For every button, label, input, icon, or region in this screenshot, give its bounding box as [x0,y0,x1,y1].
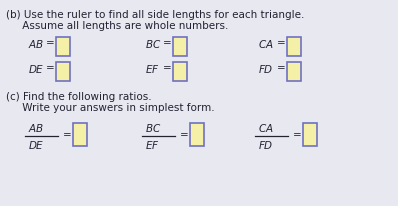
Text: $CA$: $CA$ [258,121,274,133]
Text: =: = [46,63,55,73]
FancyBboxPatch shape [72,123,86,146]
Text: $FD$: $FD$ [258,63,273,75]
FancyBboxPatch shape [287,37,300,56]
Text: $FD$: $FD$ [258,138,273,150]
FancyBboxPatch shape [287,62,300,81]
FancyBboxPatch shape [172,62,187,81]
Text: =: = [163,38,172,48]
FancyBboxPatch shape [55,37,70,56]
Text: Write your answers in simplest form.: Write your answers in simplest form. [6,103,215,112]
Text: =: = [180,129,189,139]
Text: $BC$: $BC$ [145,121,161,133]
Text: =: = [46,38,55,48]
Text: =: = [163,63,172,73]
Text: $DE$: $DE$ [28,138,45,150]
Text: $AB$: $AB$ [28,38,44,50]
FancyBboxPatch shape [172,37,187,56]
Text: =: = [277,38,286,48]
FancyBboxPatch shape [302,123,316,146]
Text: $DE$: $DE$ [28,63,45,75]
Text: =: = [63,129,72,139]
Text: Assume all lengths are whole numbers.: Assume all lengths are whole numbers. [6,21,228,31]
FancyBboxPatch shape [55,62,70,81]
Text: (b) Use the ruler to find all side lengths for each triangle.: (b) Use the ruler to find all side lengt… [6,10,304,20]
Text: =: = [277,63,286,73]
Text: $EF$: $EF$ [145,138,160,150]
Text: $AB$: $AB$ [28,121,44,133]
Text: $CA$: $CA$ [258,38,274,50]
Text: =: = [293,129,302,139]
Text: (c) Find the following ratios.: (c) Find the following ratios. [6,91,152,102]
FancyBboxPatch shape [189,123,203,146]
Text: $EF$: $EF$ [145,63,160,75]
Text: $BC$: $BC$ [145,38,161,50]
